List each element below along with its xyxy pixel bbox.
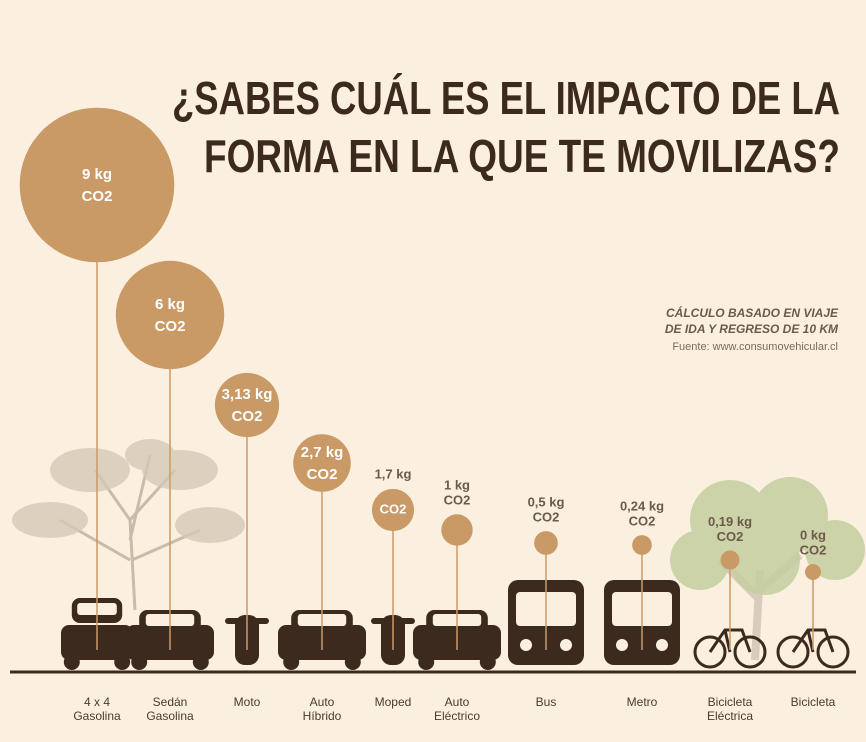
category-label: 4 x 4 Gasolina <box>73 695 121 723</box>
value-label: 0,24 kg <box>620 499 664 514</box>
frame <box>708 628 752 653</box>
unit-label: CO2 <box>444 493 471 508</box>
vehicle-light <box>616 639 628 651</box>
category-label-line: Bicicleta <box>708 695 753 709</box>
value-label: 1 kg <box>444 478 470 493</box>
bubble <box>720 550 740 570</box>
wheel <box>114 654 131 670</box>
wheel <box>816 635 850 669</box>
bubble <box>115 260 225 370</box>
category-label-line: Auto <box>445 695 470 709</box>
value-label: 3,13 kg <box>222 386 273 403</box>
frame <box>791 628 835 653</box>
bubble <box>441 514 473 546</box>
bubble <box>214 372 280 438</box>
category-label-line: Auto <box>310 695 335 709</box>
wheel <box>63 654 80 670</box>
unit-label: CO2 <box>82 188 113 205</box>
vehicle-light <box>560 639 572 651</box>
unit-label: CO2 <box>800 542 827 557</box>
vehicle-light <box>656 639 668 651</box>
vehicle-icon <box>776 628 850 669</box>
vehicle-icon <box>693 628 767 669</box>
wheel <box>418 654 435 670</box>
wheel <box>733 635 767 669</box>
bubble <box>293 434 351 492</box>
wheel <box>479 654 496 670</box>
value-label: 0,5 kg <box>528 495 565 510</box>
trees <box>12 439 865 661</box>
category-label: Bicicleta <box>791 695 836 709</box>
wheel <box>693 635 727 669</box>
category-label: Moto <box>234 695 261 709</box>
note-line: CÁLCULO BASADO EN VIAJE <box>666 305 839 320</box>
title-line: ¿SABES CUÁL ES EL IMPACTO DE LA <box>172 72 840 124</box>
unit-label: CO2 <box>380 501 407 516</box>
category-label-line: Híbrido <box>303 709 342 723</box>
bubble <box>534 531 558 555</box>
bubble <box>805 564 821 580</box>
value-label: 9 kg <box>82 166 112 183</box>
wheel <box>344 654 361 670</box>
bubble <box>371 488 415 532</box>
value-label: 0 kg <box>800 527 826 542</box>
category-label-line: Sedán <box>153 695 188 709</box>
wheel <box>192 654 209 670</box>
wheel <box>776 635 810 669</box>
source: Fuente: www.consumovehicular.cl <box>672 341 838 353</box>
value-label: 0,19 kg <box>708 514 752 529</box>
category-label-line: Moped <box>375 695 412 709</box>
unit-label: CO2 <box>232 408 263 425</box>
category-label: Bus <box>536 695 557 709</box>
wheel <box>283 654 300 670</box>
unit-label: CO2 <box>629 514 656 529</box>
value-label: 1,7 kg <box>375 466 412 481</box>
unit-label: CO2 <box>307 466 338 483</box>
vehicle-light <box>520 639 532 651</box>
value-label: 2,7 kg <box>301 444 344 461</box>
category-label-line: 4 x 4 <box>84 695 110 709</box>
bubble <box>632 535 652 555</box>
category-label: Auto Eléctrico <box>434 695 480 723</box>
title-line: FORMA EN LA QUE TE MOVILIZAS? <box>204 130 840 182</box>
category-label-line: Gasolina <box>146 709 194 723</box>
category-label-line: Metro <box>627 695 658 709</box>
unit-label: CO2 <box>155 318 186 335</box>
category-label: Metro <box>627 695 658 709</box>
unit-label: CO2 <box>533 510 560 525</box>
category-label-line: Bicicleta <box>791 695 836 709</box>
category-label: Sedán Gasolina <box>146 695 194 723</box>
note-line: DE IDA Y REGRESO DE 10 KM <box>665 322 839 336</box>
category-label: Bicicleta Eléctrica <box>707 695 753 723</box>
category-label-line: Eléctrico <box>434 709 480 723</box>
category-label-line: Eléctrica <box>707 709 753 723</box>
category-label: Moped <box>375 695 412 709</box>
unit-label: CO2 <box>717 529 744 544</box>
bubble <box>19 107 175 263</box>
value-label: 6 kg <box>155 296 185 313</box>
category-label: Auto Híbrido <box>303 695 342 723</box>
category-label-line: Moto <box>234 695 261 709</box>
category-label-line: Gasolina <box>73 709 121 723</box>
wheel <box>131 654 148 670</box>
category-label-line: Bus <box>536 695 557 709</box>
